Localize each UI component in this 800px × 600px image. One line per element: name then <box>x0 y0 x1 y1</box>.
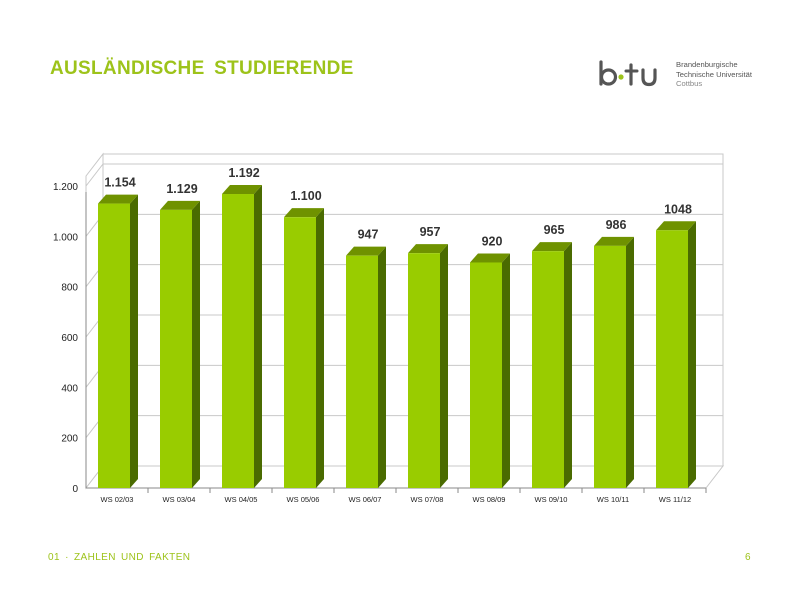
data-label: 986 <box>606 218 627 232</box>
x-tick-label: WS 08/09 <box>473 495 506 504</box>
bar <box>594 245 626 488</box>
data-label: 1.129 <box>166 182 197 196</box>
data-label: 965 <box>544 223 565 237</box>
logo-line-3: Cottbus <box>676 79 703 88</box>
bar-top <box>98 194 138 204</box>
data-label: 1.100 <box>290 189 321 203</box>
data-label: 1048 <box>664 202 692 216</box>
y-tick-label: 200 <box>61 434 78 445</box>
bar-side <box>254 185 262 488</box>
footer-section: 01 · ZAHLEN UND FAKTEN <box>48 552 191 563</box>
bar-side <box>440 244 448 488</box>
bar-top <box>656 221 696 231</box>
bar-side <box>316 208 324 488</box>
data-label: 1.192 <box>228 166 259 180</box>
x-tick-label: WS 11/12 <box>659 495 691 504</box>
x-tick-label: WS 02/03 <box>101 495 134 504</box>
y-tick-label: 1.000 <box>53 232 78 243</box>
bar-top <box>594 236 634 246</box>
y-tick-label: 800 <box>61 283 78 294</box>
bar <box>284 217 316 488</box>
bar-side <box>130 194 138 488</box>
x-tick-label: WS 05/06 <box>287 495 320 504</box>
bar-top <box>532 242 572 252</box>
data-label: 1.154 <box>104 176 135 190</box>
bar <box>98 203 130 488</box>
bar-top <box>408 244 448 254</box>
bar-side <box>626 236 634 488</box>
bar-side <box>688 221 696 488</box>
y-tick-label: 600 <box>61 333 78 344</box>
bar-top <box>222 185 262 195</box>
x-tick-label: WS 07/08 <box>411 495 444 504</box>
bar <box>408 253 440 488</box>
logo-line-2: Technische Universität <box>676 69 752 79</box>
page-number: 6 <box>745 552 751 563</box>
bar <box>160 209 192 488</box>
bar-top <box>160 200 200 210</box>
data-label: 957 <box>420 225 441 239</box>
x-tick-label: WS 09/10 <box>535 495 568 504</box>
bar <box>346 255 378 488</box>
bar-side <box>564 242 572 488</box>
page-title: AUSLÄNDISCHE STUDIERENDE <box>50 58 354 79</box>
bar <box>656 230 688 488</box>
btu-logo-mark-icon <box>599 60 657 87</box>
y-tick-label: 1.200 <box>53 182 78 193</box>
bar-side <box>378 246 386 488</box>
x-tick-label: WS 10/11 <box>597 495 629 504</box>
bar-top <box>470 253 510 263</box>
data-label: 920 <box>482 234 503 248</box>
y-tick-label: 0 <box>72 484 78 495</box>
logo-line-1: Brandenburgische <box>676 60 738 69</box>
bar-side <box>502 253 510 488</box>
x-tick-label: WS 04/05 <box>225 495 258 504</box>
bar-top <box>284 208 324 218</box>
x-tick-label: WS 03/04 <box>163 495 196 504</box>
y-tick-label: 400 <box>61 383 78 394</box>
university-logo: Brandenburgische Technische Universität … <box>596 58 766 92</box>
logo-wordmark: Brandenburgische Technische Universität … <box>676 60 752 89</box>
x-tick-label: WS 06/07 <box>349 495 382 504</box>
bar-top <box>346 246 386 256</box>
bar <box>532 251 564 488</box>
gridline-side <box>85 163 104 187</box>
data-label: 947 <box>358 228 379 242</box>
bar-side <box>192 200 200 488</box>
bar <box>470 262 502 488</box>
bar <box>222 194 254 488</box>
